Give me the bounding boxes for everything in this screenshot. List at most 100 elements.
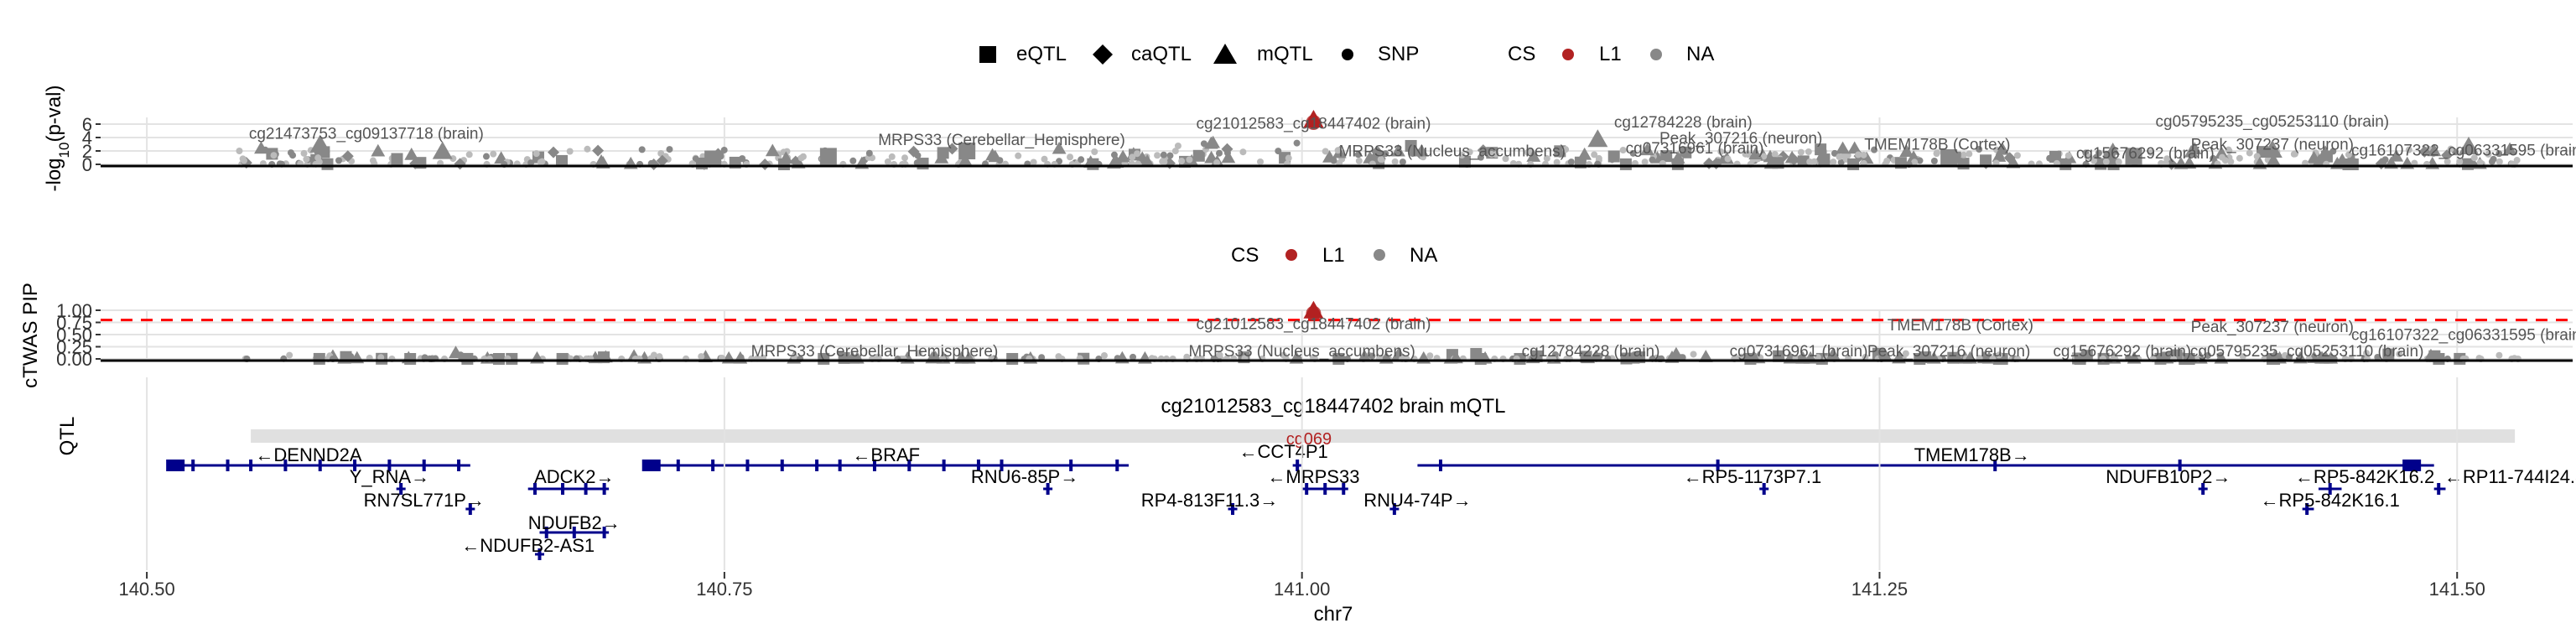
- pval-point: [1239, 148, 1247, 156]
- gene-exon: [1296, 460, 1300, 471]
- pval-feature-label: cg21473753_cg09137718 (brain): [249, 126, 484, 143]
- pval-point: [449, 155, 457, 163]
- pip-point: [1038, 354, 1046, 361]
- gene-label: ←NDUFB2-AS1: [461, 535, 595, 556]
- pval-point: [1992, 159, 2000, 167]
- gene-exon: [2201, 483, 2205, 495]
- pval-point: [1135, 151, 1150, 164]
- pval-point: [1911, 158, 1919, 166]
- pval-point: [1847, 141, 1862, 154]
- pip-point: [556, 352, 569, 365]
- pip-labels: cg21012583_cg18447402 (brain) MRPS33 (Cer…: [751, 315, 2576, 360]
- pval-point: [2496, 150, 2503, 158]
- gene-label: RN7SL771P→: [364, 490, 485, 511]
- pval-point: [1391, 143, 1405, 157]
- pval-point: [2463, 159, 2470, 167]
- y-tick-label: 0.00: [56, 349, 92, 370]
- pval-point: [720, 146, 728, 153]
- pip-point: [737, 354, 745, 361]
- pval-point: [341, 150, 354, 163]
- pval-point: [1293, 139, 1301, 147]
- pip-point: [1737, 353, 1745, 361]
- pval-point: [1363, 151, 1378, 164]
- gene-exon: [191, 460, 195, 471]
- pval-point: [1818, 153, 1831, 166]
- y-tick-label: 6: [82, 114, 92, 135]
- pval-point: [1980, 154, 1992, 167]
- y-tick-label: 0.75: [56, 313, 92, 334]
- gene-exon: [1342, 483, 1346, 495]
- pip-point: [915, 350, 922, 357]
- pval-feature-label: TMEM178B (Cortex): [1864, 136, 2010, 153]
- pval-point: [1805, 148, 1812, 155]
- pip-point: [313, 352, 325, 365]
- legend-mid: CS L1 NA: [1231, 244, 1437, 267]
- gene-block: [641, 460, 661, 471]
- gene-exon: [907, 460, 911, 471]
- pip-point: [2204, 351, 2211, 359]
- gene-exon: [1392, 503, 1396, 515]
- pval-point: [1166, 152, 1174, 159]
- pip-point: [1474, 352, 1487, 365]
- gene-exon: [1323, 483, 1327, 495]
- pval-point: [1015, 152, 1022, 159]
- gene-exon: [387, 460, 392, 471]
- pval-point: [1784, 150, 1800, 164]
- pval-point: [270, 152, 278, 159]
- pval-feature-marker: [432, 141, 453, 159]
- gene-exon: [422, 460, 426, 471]
- pval-point: [865, 149, 873, 157]
- pval-point: [241, 157, 248, 164]
- pval-point: [2253, 153, 2261, 160]
- pval-point: [592, 144, 605, 157]
- pval-feature-label: cg21012583_cg18447402 (brain): [1196, 116, 1431, 133]
- pval-point: [2013, 152, 2021, 159]
- pval-point: [1078, 156, 1085, 164]
- pval-point: [1797, 155, 1810, 168]
- legend-mid-item-l1: L1: [1322, 244, 1345, 267]
- pval-point: [988, 149, 1003, 163]
- pip-feature-label: Peak_307237 (neuron): [2191, 319, 2354, 336]
- pval-point: [2266, 153, 2281, 166]
- gene-exon: [1115, 460, 1119, 471]
- pval-point: [1334, 147, 1342, 154]
- gene-exon: [249, 460, 253, 471]
- pval-point: [1830, 158, 1837, 166]
- pip-point: [1698, 350, 1713, 362]
- pval-point: [2290, 150, 2298, 158]
- legend-l1-swatch: [1562, 49, 1574, 60]
- pval-point: [1855, 151, 1862, 158]
- pip-point: [791, 353, 798, 361]
- pval-point: [1275, 148, 1282, 155]
- gene-exon: [1716, 460, 1720, 471]
- pval-point: [1640, 143, 1654, 156]
- pval-point: [391, 153, 403, 165]
- gene-label: ←RP5-1173P7.1: [1684, 466, 1822, 487]
- qtl-red-marker-label: cg069: [1286, 430, 1332, 449]
- x-axis-title: chr7: [1314, 603, 1353, 626]
- pval-point: [1567, 158, 1575, 166]
- pval-point: [1595, 154, 1602, 162]
- pval-point: [1174, 142, 1182, 149]
- pval-point: [2214, 146, 2229, 159]
- pip-feature-label: cg15676292 (brain): [2053, 343, 2191, 361]
- pval-point: [1934, 149, 1941, 157]
- pval-point: [1619, 147, 1627, 154]
- pip-point: [421, 354, 428, 361]
- pval-point: [566, 148, 574, 155]
- pval-point: [2405, 146, 2412, 153]
- legend-mid-l1-swatch: [1285, 249, 1297, 261]
- pval-point: [538, 158, 546, 165]
- gene-exon: [602, 483, 606, 495]
- legend-top: eQTL caQTL mQTL SNP CS L1 NA: [979, 43, 1714, 65]
- pip-point: [2239, 353, 2246, 361]
- pip-point: [1690, 351, 1697, 358]
- pip-point: [1426, 352, 1434, 360]
- gene-exon: [572, 527, 576, 538]
- pval-point: [1110, 151, 1118, 158]
- square-icon: [979, 46, 996, 63]
- pval-point: [666, 146, 673, 153]
- pip-point: [875, 353, 882, 361]
- pval-point: [1860, 151, 1867, 158]
- pip-point: [1878, 353, 1886, 361]
